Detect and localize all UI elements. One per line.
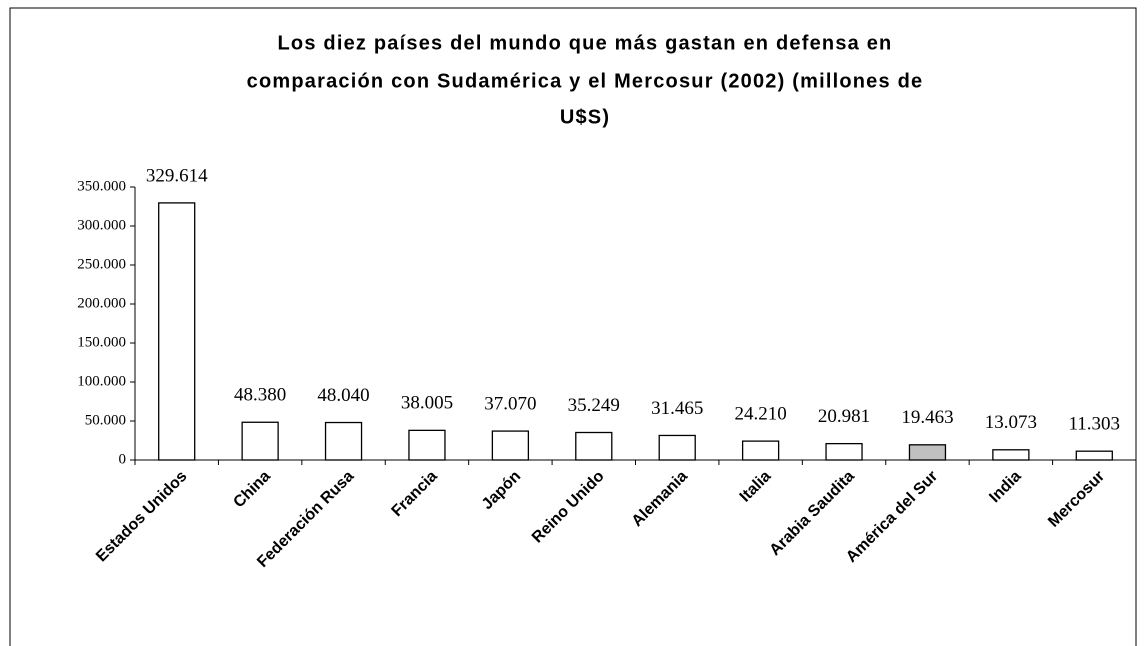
value-label: 48.040: [317, 385, 369, 406]
y-tick-label: 250.000: [77, 256, 126, 272]
bar: [908, 444, 947, 461]
bar: [491, 430, 530, 461]
value-label: 48.380: [234, 385, 286, 406]
bar: [992, 449, 1030, 461]
value-label: 37.070: [484, 393, 536, 414]
value-label: 19.463: [901, 407, 953, 428]
chart-title: Los diez países del mundo que más gastan…: [278, 32, 893, 54]
bar: [408, 429, 446, 461]
value-label: 20.981: [818, 406, 870, 427]
bar: [658, 434, 696, 461]
value-label: 13.073: [985, 412, 1037, 433]
bar: [324, 421, 363, 461]
value-label: 38.005: [401, 393, 453, 414]
bar: [741, 440, 780, 461]
y-tick-label: 50.000: [85, 412, 126, 428]
y-tick-label: 0: [119, 451, 127, 467]
value-label: 31.465: [651, 398, 703, 419]
y-tick-label: 350.000: [77, 178, 126, 194]
bar: [575, 431, 613, 461]
y-tick-label: 300.000: [77, 217, 126, 233]
bar: [241, 421, 279, 461]
chart-title: comparación con Sudamérica y el Mercosur…: [247, 70, 924, 92]
bar: [825, 442, 863, 461]
value-label: 11.303: [1069, 414, 1121, 435]
y-tick-label: 100.000: [77, 373, 126, 389]
value-label: 329.614: [146, 165, 208, 186]
y-tick-label: 150.000: [77, 334, 126, 350]
y-tick-label: 200.000: [77, 295, 126, 311]
chart-title: U$S): [560, 106, 610, 128]
chart-frame: [9, 7, 1137, 646]
value-label: 24.210: [735, 403, 787, 424]
bar: [158, 202, 196, 461]
bar: [1075, 450, 1113, 461]
value-label: 35.249: [568, 395, 620, 416]
